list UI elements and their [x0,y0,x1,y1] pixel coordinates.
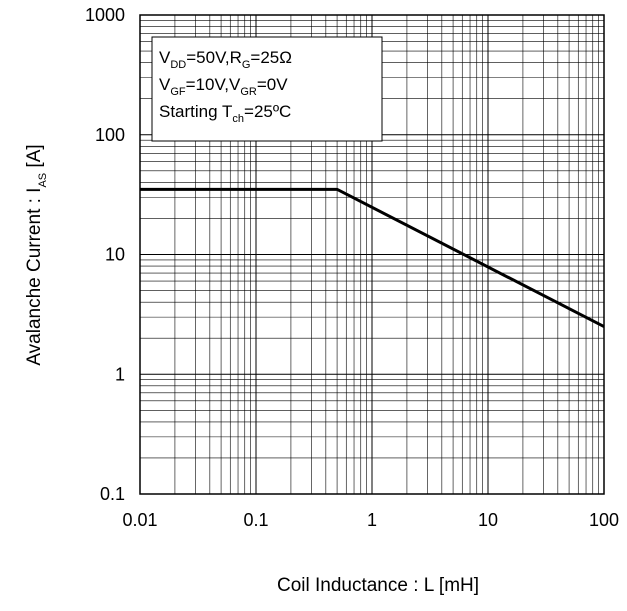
x-tick-labels: 0.01 0.1 1 10 100 [122,510,619,530]
plot-frame [139,14,605,495]
y-tick-label: 1000 [85,5,125,25]
y-tick-label: 1 [115,364,125,384]
annotation-box [151,36,383,142]
y-tick-labels: 0.1 1 10 100 1000 [85,5,125,504]
y-axis-title: Avalanche Current : IAS [A] [24,144,49,365]
x-tick-label: 100 [589,510,619,530]
x-tick-label: 1 [367,510,377,530]
x-axis-title: Coil Inductance : L [mH] [277,575,479,596]
avalanche-current-line [140,187,605,328]
y-tick-label: 0.1 [100,484,125,504]
y-tick-label: 100 [95,125,125,145]
conditions-annotation: VDD=50V,RG=25Ω VGF=10V,VGR=0V Starting Tch… [151,36,383,142]
annotation-line: VGF=10V,VGR=0V [159,75,288,98]
y-tick-label: 10 [105,245,125,265]
annotation-line: Starting Tch=25ºC [159,102,291,125]
annotation-line: VDD=50V,RG=25Ω [159,48,292,71]
series-layer [140,187,605,328]
x-tick-label: 0.1 [243,510,268,530]
x-tick-label: 10 [478,510,498,530]
x-tick-label: 0.01 [122,510,157,530]
